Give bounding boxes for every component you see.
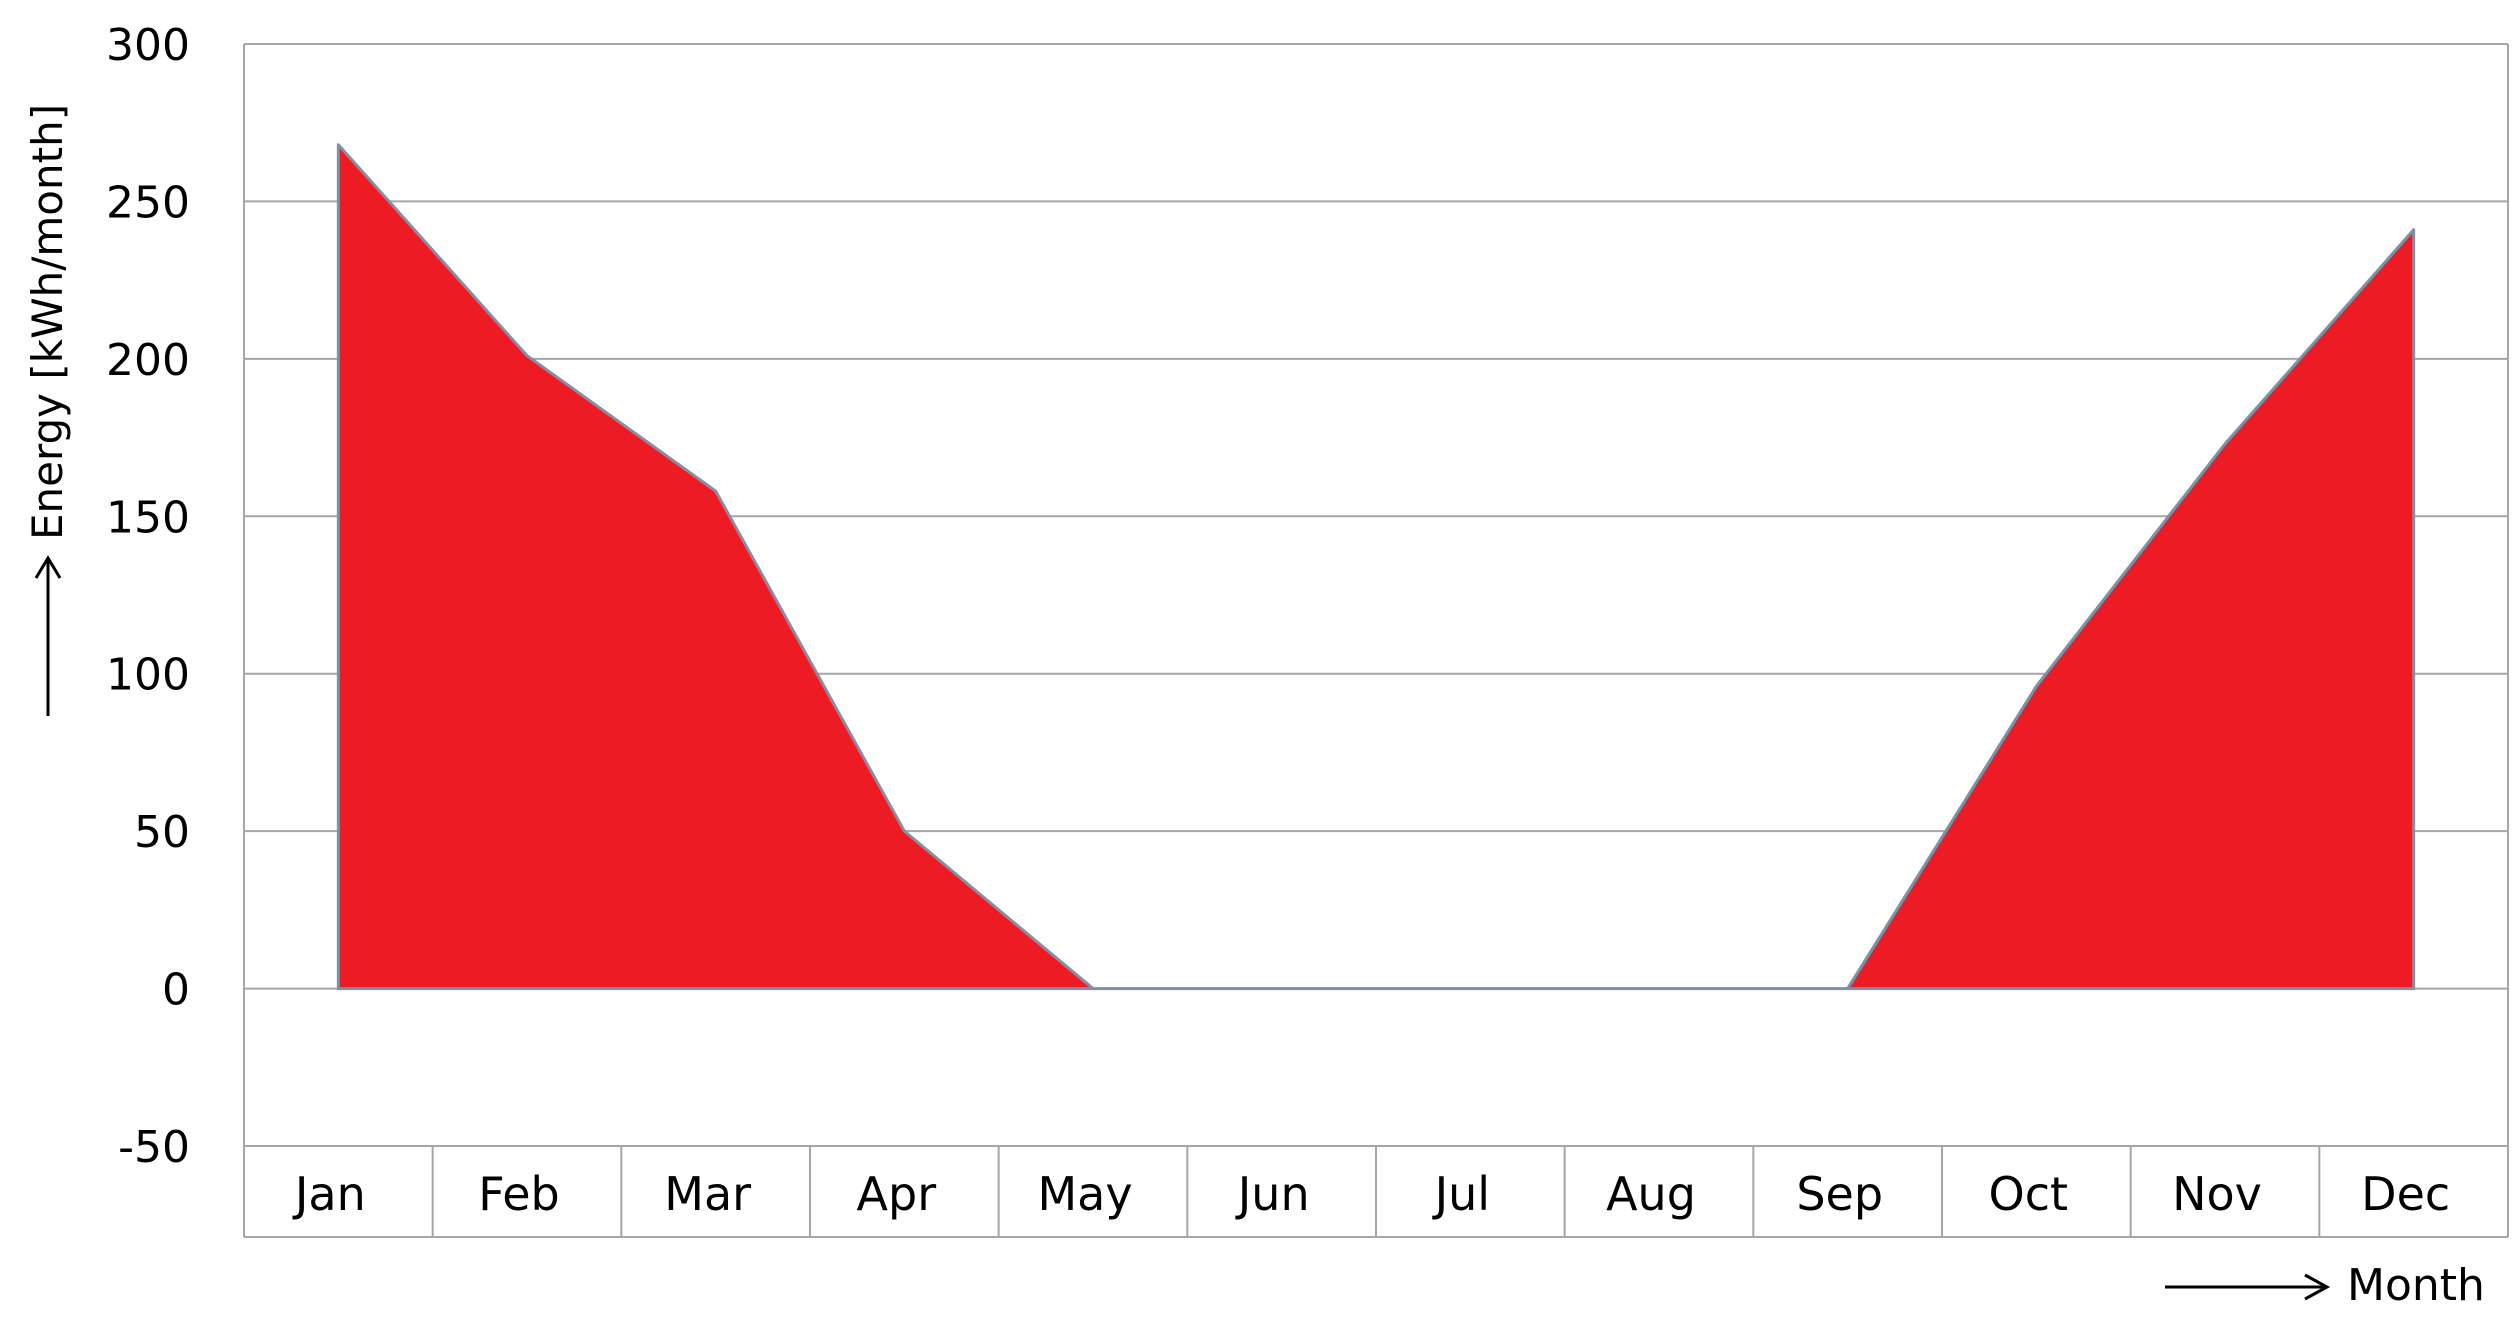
y-axis-arrow: [36, 558, 60, 716]
x-tick-label: Jun: [1235, 1167, 1310, 1221]
y-tick-label: 100: [106, 650, 190, 701]
x-tick-label: Mar: [664, 1167, 751, 1221]
x-axis-arrow: [2165, 1275, 2327, 1299]
y-tick-label: 0: [162, 965, 190, 1016]
x-tick-label: Jan: [292, 1167, 366, 1221]
x-tick-label: Sep: [1796, 1167, 1883, 1221]
x-tick-label: Apr: [857, 1167, 937, 1221]
x-tick-label: Feb: [478, 1167, 559, 1221]
area-fill: [338, 145, 2413, 989]
x-category-table: Jan Feb Mar Apr May Jun Jul Aug Sep Oct Nov Dec: [292, 1146, 2450, 1237]
x-tick-label: Jul: [1432, 1167, 1491, 1221]
y-axis-label: Energy [kWh/month]: [23, 104, 72, 540]
area-series: [338, 145, 2414, 989]
y-tick-label: 250: [106, 177, 190, 228]
x-axis-label: Month: [2347, 1260, 2485, 1311]
x-tick-label: Aug: [1606, 1167, 1696, 1221]
y-tick-label: 50: [134, 807, 190, 858]
y-tick-label: -50: [118, 1122, 190, 1173]
x-tick-label: Dec: [2361, 1167, 2450, 1221]
y-tick-label: 300: [106, 20, 190, 71]
x-tick-label: May: [1037, 1167, 1132, 1221]
x-tick-label: Oct: [1989, 1167, 2069, 1221]
y-tick-label: 150: [106, 492, 190, 543]
y-tick-labels: 300 250 200 150 100 50 0 -50: [106, 20, 190, 1173]
x-tick-label: Nov: [2172, 1167, 2262, 1221]
y-tick-label: 200: [106, 335, 190, 386]
